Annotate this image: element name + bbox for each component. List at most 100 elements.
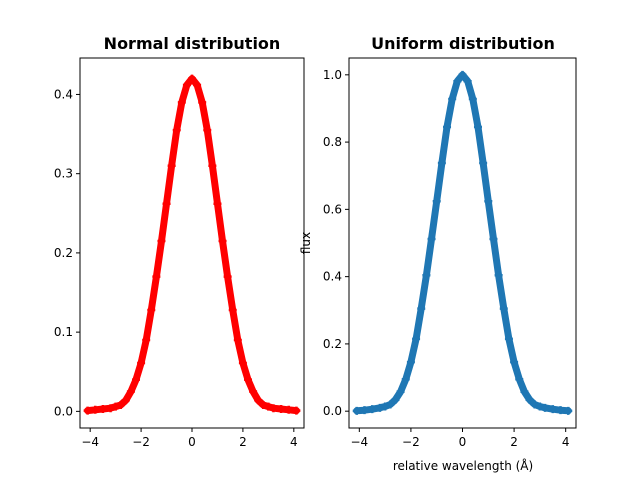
uniform-data-point xyxy=(484,197,493,206)
normal-data-point xyxy=(244,375,252,384)
normal-data-point xyxy=(223,272,232,281)
uniform-data-point xyxy=(510,358,519,367)
uniform-x-tick-label: 4 xyxy=(562,435,570,449)
uniform-data-point xyxy=(391,395,400,404)
uniform-distribution-title: Uniform distribution xyxy=(371,34,555,53)
normal-data-point xyxy=(91,405,100,414)
normal-y-tick-label: 0.1 xyxy=(54,325,73,339)
uniform-data-point xyxy=(386,400,395,409)
uniform-data-point xyxy=(368,405,377,414)
normal-data-point xyxy=(193,80,202,89)
uniform-data-point xyxy=(479,158,488,167)
normal-y-tick-label: 0.2 xyxy=(54,246,73,260)
normal-data-point xyxy=(106,404,115,413)
normal-data-point xyxy=(292,406,301,415)
uniform-data-point xyxy=(463,77,472,86)
normal-data-point xyxy=(259,401,268,410)
normal-data-point xyxy=(167,161,176,170)
normal-data-point xyxy=(83,406,92,415)
y-axis-label: flux xyxy=(299,232,313,254)
normal-x-tick-label: −2 xyxy=(132,435,150,449)
normal-data-point xyxy=(152,272,161,281)
uniform-data-point xyxy=(432,197,441,206)
uniform-data-point xyxy=(417,304,426,313)
uniform-x-tick-label: −4 xyxy=(350,435,368,449)
uniform-data-point xyxy=(401,375,410,384)
normal-data-point xyxy=(157,237,166,246)
uniform-y-tick-label: 0.6 xyxy=(323,202,342,216)
normal-y-tick-label: 0.0 xyxy=(54,404,73,418)
normal-data-point xyxy=(177,98,186,107)
uniform-x-tick-label: 0 xyxy=(459,435,467,449)
normal-data-point xyxy=(126,387,135,396)
normal-x-tick-label: 2 xyxy=(239,435,247,449)
normal-distribution-title: Normal distribution xyxy=(104,34,281,53)
normal-data-point xyxy=(198,98,207,107)
normal-data-point xyxy=(182,80,191,89)
normal-data-point xyxy=(137,359,146,368)
uniform-y-tick-label: 1.0 xyxy=(323,68,342,82)
normal-y-tick-label: 0.3 xyxy=(54,167,73,181)
normal-data-point xyxy=(218,237,227,246)
normal-x-tick-label: 4 xyxy=(290,435,298,449)
uniform-y-tick-label: 0.0 xyxy=(323,404,342,418)
normal-data-point xyxy=(228,305,237,314)
uniform-data-point xyxy=(427,234,436,243)
normal-data-point xyxy=(188,74,196,83)
normal-x-tick-label: 0 xyxy=(188,435,196,449)
uniform-data-point xyxy=(437,158,446,167)
uniform-distribution-panel: Uniform distribution −4 −2 0 2 4 0.0 0.2 0.4 0.6… xyxy=(299,34,577,473)
uniform-data-point xyxy=(535,402,544,411)
normal-data-point xyxy=(203,126,212,135)
normal-data-point xyxy=(264,402,273,411)
normal-data-point xyxy=(208,161,217,170)
uniform-data-point xyxy=(453,77,462,86)
normal-data-point xyxy=(147,305,156,314)
uniform-data-point xyxy=(422,271,431,280)
uniform-data-point xyxy=(448,95,457,104)
uniform-data-point xyxy=(548,405,557,414)
normal-data-point xyxy=(254,396,263,405)
x-axis-label: relative wavelength (Å) xyxy=(393,458,533,473)
uniform-data-point xyxy=(360,406,369,415)
uniform-y-tick-label: 0.4 xyxy=(323,270,342,284)
normal-data-point xyxy=(142,336,151,345)
normal-data-point xyxy=(132,375,140,384)
uniform-data-point xyxy=(504,334,513,343)
uniform-data-point xyxy=(525,395,534,404)
uniform-x-tick-label: −2 xyxy=(402,435,420,449)
normal-data-point xyxy=(116,401,125,410)
normal-distribution-ticks: −4 −2 0 2 4 0.0 0.1 0.2 0.3 0.4 xyxy=(54,87,298,449)
normal-distribution-panel: Normal distribution −4 −2 0 2 4 0.0 0.1 0.2 0.3 0… xyxy=(54,34,305,449)
uniform-y-tick-label: 0.2 xyxy=(323,337,342,351)
normal-data-point xyxy=(111,402,120,411)
uniform-data-point xyxy=(530,400,539,409)
uniform-data-point xyxy=(499,304,508,313)
uniform-data-point xyxy=(458,70,467,79)
uniform-data-point xyxy=(473,122,482,131)
normal-x-tick-label: −4 xyxy=(81,435,99,449)
uniform-distribution-points xyxy=(352,70,573,415)
uniform-data-point xyxy=(443,122,452,131)
uniform-data-point xyxy=(494,271,503,280)
uniform-data-point xyxy=(541,403,550,412)
normal-data-point xyxy=(269,404,278,413)
normal-data-point xyxy=(172,126,181,135)
uniform-data-point xyxy=(489,234,498,243)
uniform-data-point xyxy=(406,358,415,367)
normal-data-point xyxy=(121,396,130,405)
normal-data-point xyxy=(249,387,258,396)
normal-data-point xyxy=(238,359,247,368)
uniform-data-point xyxy=(381,402,390,411)
uniform-distribution-axes-frame xyxy=(348,57,577,429)
uniform-x-tick-label: 2 xyxy=(510,435,518,449)
uniform-data-point xyxy=(520,387,529,396)
normal-distribution-axes-frame xyxy=(79,57,305,429)
uniform-data-point xyxy=(352,406,361,415)
normal-data-point xyxy=(277,404,286,413)
normal-data-point xyxy=(284,405,293,414)
normal-data-point xyxy=(162,199,171,208)
normal-data-point xyxy=(233,336,242,345)
uniform-data-point xyxy=(556,406,565,415)
